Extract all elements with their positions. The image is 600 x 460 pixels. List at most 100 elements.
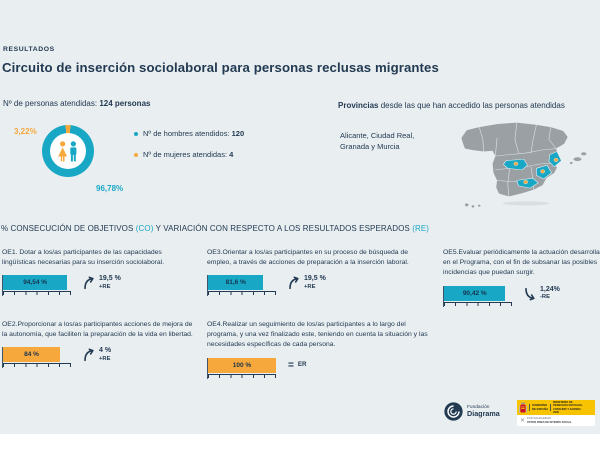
bar-value-label: 84 % — [24, 351, 39, 359]
gobierno-espana-logo: GOBIERNO DE ESPAÑA MINISTERIO DE DERECHOS… — [517, 400, 595, 426]
legend-dot-women — [134, 152, 138, 157]
map-shadow — [502, 201, 549, 206]
donut-hole — [50, 133, 86, 169]
attended-count-label: Nº de personas atendidas: — [3, 99, 100, 108]
bar-value-label: 81,6 % — [225, 279, 246, 287]
diagrama-name-bottom: Diagrama — [467, 409, 500, 419]
fundacion-diagrama-logo: Fundación Diagrama — [444, 402, 500, 421]
balearic-island — [581, 152, 587, 156]
provinces-list: Alicante, Ciudad Real, Granada y Murcia — [340, 130, 414, 153]
objective-bar: 100 % — [208, 357, 276, 373]
objective-bar: 94,54 % — [3, 275, 68, 291]
variation-arrow-up-icon — [84, 276, 94, 290]
variation-re-label: +RE — [304, 283, 316, 290]
variation-re-label: +RE — [99, 283, 111, 290]
legend-item-women: Nº de mujeres atendidas: 4 — [134, 150, 244, 159]
objective-bar-chart: 84 % 4 % +RE — [2, 347, 207, 369]
bar-value-label: 94,54 % — [23, 279, 48, 287]
legend-men-label: Nº de hombres atendidos: — [143, 129, 232, 138]
map-dot-granada — [523, 180, 528, 184]
gobierno-text: GOBIERNO DE ESPAÑA — [529, 404, 552, 411]
variation-re-label: -RE — [540, 293, 550, 300]
legend-dot-men — [134, 131, 138, 136]
bar-axis — [3, 363, 71, 368]
section-kicker: RESULTADOS — [3, 46, 55, 53]
legend-women-value: 4 — [229, 150, 234, 159]
variation-re-label: ER — [297, 361, 307, 369]
objective-description: OE3.Orientar a los/as participantes en s… — [207, 249, 409, 267]
objectives-grid: OE1. Dotar a los/as participantes de las… — [2, 248, 600, 392]
bar-value-label: 90,42 % — [462, 289, 487, 297]
re-abbrev: (RE) — [412, 224, 430, 233]
variation-value: 4 % — [99, 347, 112, 355]
variation-vs-expected: 19,5 % +RE — [83, 275, 121, 295]
gender-legend: Nº de hombres atendidos: 120 Nº de mujer… — [134, 129, 244, 159]
solidarity-text: POR SOLIDARIDAD OTROS FINES DE INTERÉS SO… — [527, 417, 572, 424]
male-icon — [70, 141, 77, 162]
variation-vs-expected: 4 % +RE — [83, 347, 111, 367]
bar-axis — [208, 373, 276, 378]
objective-oe4: OE4.Realizar un seguimiento de los/as pa… — [207, 320, 443, 392]
page-title: Circuito de inserción sociolaboral para … — [2, 60, 439, 75]
provinces-heading: Provincias desde las que han accedido la… — [338, 101, 565, 110]
objective-oe2: OE2.Proporcionar a los/as participantes … — [2, 320, 207, 392]
bar-value-label: 100 % — [232, 361, 252, 369]
canary-island — [464, 203, 469, 207]
variation-arrow-down-icon — [525, 287, 535, 301]
objective-description: OE4.Realizar un seguimiento de los/as pa… — [207, 321, 428, 349]
objective-description: OE5.Evaluar periódicamente la actuación … — [443, 249, 600, 277]
female-icon — [58, 141, 68, 162]
objective-bar: 84 % — [3, 347, 61, 363]
provinces-line2: Granada y Murcia — [340, 142, 400, 152]
diagrama-spiral-icon — [444, 402, 463, 421]
objective-bar: 90,42 % — [444, 285, 506, 301]
map-dot-alicante — [553, 157, 559, 162]
legend-women-label: Nº de mujeres atendidas: — [143, 150, 230, 159]
attended-count: Nº de personas atendidas: 124 personas — [3, 99, 150, 108]
objective-bar-chart: 81,6 % 19,5 % +RE — [207, 275, 443, 297]
ministerio-text: MINISTERIO DE DERECHOS SOCIALES, CONSUMO… — [553, 401, 583, 414]
legend-men-value: 120 — [231, 129, 245, 138]
variation-value: 1,24% — [540, 285, 560, 293]
variation-arrow-up-icon — [84, 348, 94, 362]
coat-of-arms-icon — [519, 402, 527, 413]
objective-description: OE2.Proporcionar a los/as participantes … — [2, 321, 193, 339]
objective-bar-chart: 100 % = ER — [207, 357, 443, 379]
donut-female-pct-label: 3,22% — [14, 127, 37, 136]
bar-axis — [208, 291, 276, 296]
objective-bar: 81,6 % — [208, 275, 264, 291]
objective-bar-chart: 94,54 % 19,5 % +RE — [2, 275, 207, 297]
objective-oe1: OE1. Dotar a los/as participantes de las… — [2, 248, 207, 320]
legend-item-men: Nº de hombres atendidos: 120 — [134, 129, 244, 138]
equals-icon: = — [288, 359, 294, 371]
map-dot-murcia — [540, 169, 545, 174]
objectives-heading: % CONSECUCIÓN DE OBJETIVOS (CO) Y VARIAC… — [1, 224, 430, 233]
spain-map — [461, 122, 587, 208]
map-dot-ciudad-real — [513, 161, 519, 166]
balearic-island — [573, 157, 582, 162]
canary-island — [471, 205, 475, 208]
balearic-island — [569, 161, 573, 165]
spain-mainland — [461, 122, 568, 197]
infographic-canvas: RESULTADOS Circuito de inserción sociola… — [0, 0, 600, 434]
x-solidaria-icon: ✕ — [520, 417, 526, 424]
variation-re-label: +RE — [99, 355, 111, 362]
female-male-icons — [58, 141, 77, 162]
provinces-line1: Alicante, Ciudad Real, — [340, 131, 415, 140]
variation-vs-expected: 1,24% -RE — [524, 286, 560, 306]
diagrama-name-top: Fundación — [467, 405, 490, 411]
co-abbrev: (CO) — [135, 224, 154, 233]
objective-description: OE1. Dotar a los/as participantes de las… — [2, 249, 165, 267]
variation-value: 19,5 % — [99, 275, 121, 283]
gender-donut-chart — [42, 125, 94, 177]
variation-value: 19,5 % — [304, 275, 326, 283]
objective-bar-chart: 90,42 % 1,24% -RE — [443, 285, 600, 307]
attended-count-value: 124 personas — [99, 99, 151, 108]
canary-island — [477, 204, 481, 207]
variation-arrow-up-icon — [289, 276, 299, 290]
bar-axis — [444, 301, 512, 306]
variation-vs-expected: = ER — [288, 358, 306, 378]
variation-vs-expected: 19,5 % +RE — [288, 275, 326, 295]
donut-male-pct-label: 96,78% — [96, 184, 124, 193]
objective-oe3: OE3.Orientar a los/as participantes en s… — [207, 248, 443, 320]
